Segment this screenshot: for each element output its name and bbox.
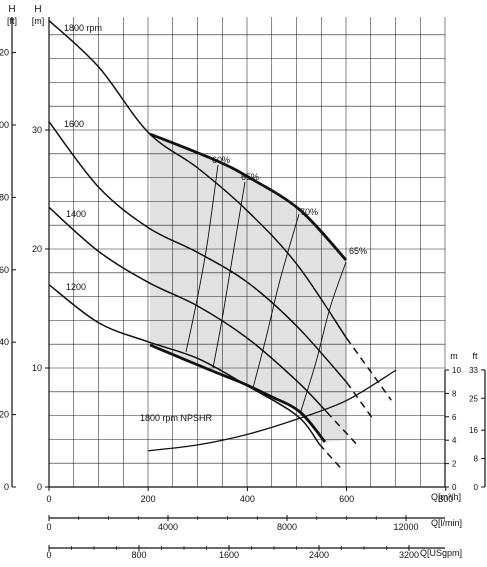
npsh-ft-axis-unit: ft — [472, 351, 478, 361]
efficiency-label-60: 60% — [212, 155, 230, 165]
efficiency-line — [252, 213, 300, 389]
left-inner-axis-unit2: [m] — [32, 16, 45, 26]
performance-curves — [48, 19, 392, 470]
npsh-ft-tick-label: 0 — [474, 483, 479, 492]
x-usgpm-tick-label: 2400 — [309, 550, 329, 560]
npsh-m-tick-label: 10 — [452, 366, 461, 375]
npsh-ft-tick-label: 33 — [469, 366, 478, 375]
npsh-m-tick-label: 0 — [452, 483, 457, 492]
x-lmin-tick-label: 4000 — [158, 522, 178, 532]
npshr-curve-group — [148, 369, 397, 452]
left-outer-tick-label: 60 — [0, 265, 9, 275]
x-lmin-tick-label: 0 — [46, 522, 51, 532]
x-usgpm-axis-label: Q[USgpm] — [420, 548, 462, 558]
npsh-ft-tick-label: 25 — [469, 394, 478, 403]
x-lmin-tick-label: 12000 — [393, 522, 418, 532]
left-outer-tick-label: 100 — [0, 120, 9, 130]
curve-dashed — [345, 381, 375, 421]
x-usgpm-tick-label: 1600 — [219, 550, 239, 560]
left-inner-tick-label: 30 — [32, 125, 42, 135]
curve-dashed — [318, 443, 343, 470]
x-lmin-tick-label: 8000 — [277, 522, 297, 532]
curve-1400 — [48, 206, 328, 413]
npsh-ft-tick-label: 16 — [469, 426, 478, 435]
x-main-tick-label: 200 — [141, 494, 156, 504]
efficiency-label-65b: 65% — [349, 246, 367, 256]
npsh-m-tick-label: 6 — [452, 413, 457, 422]
series-label-1200: 1200 — [66, 282, 86, 292]
left-inner-tick-label: 20 — [32, 244, 42, 254]
series-label-1800: 1800 rpm — [64, 23, 102, 33]
left-inner-axis-unit: H — [34, 4, 41, 15]
grid — [49, 17, 446, 487]
x-main-tick-label: 400 — [240, 494, 255, 504]
npshr-curve — [148, 369, 397, 452]
curve-dashed — [345, 337, 392, 401]
left-outer-tick-label: 120 — [0, 48, 9, 58]
left-inner-tick-label: 10 — [32, 363, 42, 373]
x-usgpm-tick-label: 0 — [46, 550, 51, 560]
efficiency-label-65a: 65% — [241, 172, 259, 182]
axis-unit-labels: H [ft] H [m] m ft Q[m³/h] Q[l/min] Q[USg… — [7, 4, 478, 558]
axis-ticks: 0204060801001200102030020040060080004000… — [0, 48, 485, 560]
x-main-tick-label: 600 — [339, 494, 354, 504]
x-usgpm-tick-label: 800 — [131, 550, 146, 560]
efficiency-line — [185, 164, 219, 353]
efficiency-region-fill — [150, 134, 346, 442]
efficiency-line — [212, 181, 246, 369]
series-label-1600: 1600 — [64, 119, 84, 129]
x-main-tick-label: 800 — [438, 494, 453, 504]
efficiency-region — [150, 134, 346, 442]
npsh-m-axis-unit: m — [450, 351, 458, 361]
left-outer-tick-label: 0 — [4, 482, 9, 492]
curve-1800-highlight — [149, 132, 348, 261]
series-label-1400: 1400 — [66, 209, 86, 219]
left-outer-tick-label: 40 — [0, 337, 9, 347]
x-main-axis-label: Q[m³/h] — [431, 492, 461, 502]
npsh-m-tick-label: 4 — [452, 436, 457, 445]
left-outer-axis-unit: H — [8, 4, 15, 15]
left-outer-tick-label: 20 — [0, 410, 9, 420]
x-main-tick-label: 0 — [46, 494, 51, 504]
npsh-m-tick-label: 2 — [452, 460, 457, 469]
left-outer-tick-label: 80 — [0, 192, 9, 202]
curve-1200 — [48, 284, 320, 445]
npshr-label: 1800 rpm NPSHR — [140, 413, 213, 423]
curve-1600 — [48, 121, 348, 383]
efficiency-label-70: 70% — [300, 207, 318, 217]
curve-dashed — [326, 411, 358, 445]
x-usgpm-tick-label: 3200 — [399, 550, 419, 560]
left-outer-axis-unit2: [ft] — [7, 16, 17, 26]
x-lmin-axis-label: Q[l/min] — [431, 518, 462, 528]
left-inner-tick-label: 0 — [37, 482, 42, 492]
curve-labels: 1800 rpm 1600 1400 1200 1800 rpm NPSHR 6… — [64, 23, 367, 423]
curve-1200-highlight — [149, 343, 327, 443]
npsh-m-tick-label: 8 — [452, 389, 457, 398]
npsh-ft-tick-label: 8 — [474, 455, 479, 464]
curve-1800-rpm — [48, 19, 348, 339]
